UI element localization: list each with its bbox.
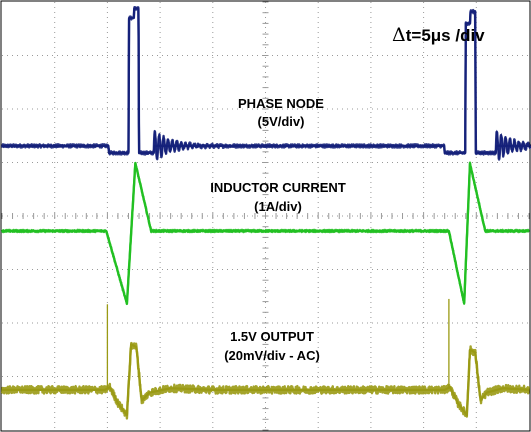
timebase-value: t=5μs /div: [406, 26, 485, 45]
annotation-inductor-current: INDUCTOR CURRENT (1A/div): [210, 180, 346, 214]
trace-inductor-line: [2, 161, 529, 305]
annotation-phase-node-title: PHASE NODE: [238, 96, 324, 111]
trace-inductor: [0, 161, 530, 306]
annotation-output-scale: (20mV/div - AC): [224, 348, 320, 363]
annotation-phase-node: PHASE NODE (5V/div): [238, 96, 324, 129]
trace-phase-ringing: [153, 129, 218, 160]
trace-phase-line: [2, 7, 529, 154]
trace-output-line: [2, 343, 530, 417]
annotation-phase-node-scale: (5V/div): [258, 114, 305, 129]
annotation-output: 1.5V OUTPUT (20mV/div - AC): [224, 329, 320, 363]
annotation-output-title: 1.5V OUTPUT: [230, 329, 314, 344]
annotation-inductor-current-scale: (1A/div): [254, 199, 302, 214]
trace-phase-ringing: [495, 129, 531, 160]
traces: [0, 6, 531, 420]
trace-output: [0, 298, 530, 420]
annotation-inductor-current-title: INDUCTOR CURRENT: [210, 180, 346, 195]
timebase-label: Δt=5μs /div: [392, 24, 485, 46]
timebase-delta: Δ: [392, 24, 406, 46]
trace-phase: [0, 6, 531, 161]
